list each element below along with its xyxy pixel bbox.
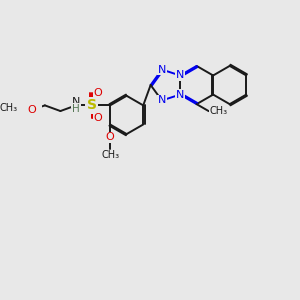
Text: N: N bbox=[72, 97, 80, 107]
Text: N: N bbox=[158, 64, 166, 75]
Text: N: N bbox=[158, 95, 166, 106]
Text: CH₃: CH₃ bbox=[210, 106, 228, 116]
Text: S: S bbox=[87, 98, 97, 112]
Text: O: O bbox=[93, 113, 102, 123]
Text: O: O bbox=[93, 88, 102, 98]
Text: CH₃: CH₃ bbox=[101, 150, 119, 160]
Text: O: O bbox=[106, 132, 115, 142]
Text: N: N bbox=[176, 90, 184, 100]
Text: O: O bbox=[27, 105, 36, 115]
Text: H: H bbox=[72, 104, 80, 114]
Text: CH₃: CH₃ bbox=[0, 103, 18, 113]
Text: N: N bbox=[176, 70, 184, 80]
